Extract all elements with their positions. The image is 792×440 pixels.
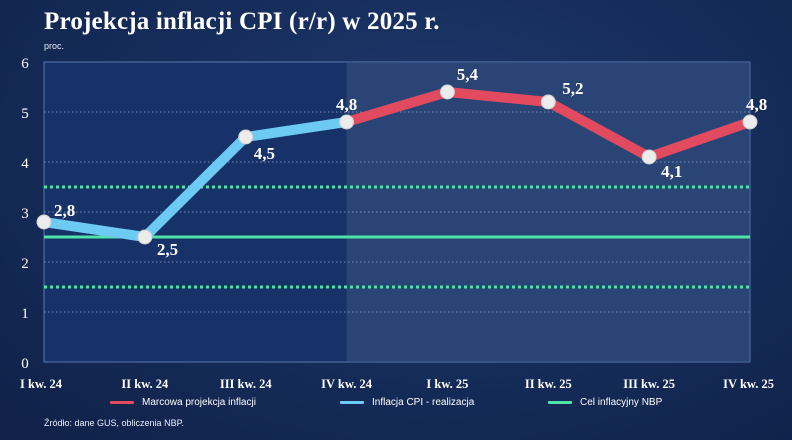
y-tick-label: 4	[21, 156, 29, 172]
data-label: 2,8	[54, 201, 75, 220]
data-point	[137, 229, 153, 245]
legend-label-nbp-target: Cel inflacyjny NBP	[580, 397, 663, 408]
legend-item-realization: Inflacja CPI - realizacja	[340, 397, 474, 408]
legend-item-nbp-target: Cel inflacyjny NBP	[548, 397, 662, 408]
legend-label-projection: Marcowa projekcja inflacji	[142, 397, 256, 408]
legend-swatch-nbp-target	[548, 401, 572, 404]
x-tick-label: III kw. 25	[623, 377, 675, 391]
y-tick-label: 3	[21, 206, 29, 222]
data-point	[439, 84, 455, 100]
legend-swatch-realization	[340, 401, 364, 404]
legend-item-projection: Marcowa projekcja inflacji	[110, 397, 256, 408]
y-tick-label: 2	[21, 256, 29, 272]
x-tick-label: I kw. 25	[426, 377, 468, 391]
x-tick-label: I kw. 24	[20, 377, 63, 391]
legend-label-realization: Inflacja CPI - realizacja	[372, 397, 475, 408]
legend: Marcowa projekcja inflacji Inflacja CPI …	[0, 397, 792, 415]
x-axis-ticks: I kw. 24 II kw. 24 III kw. 24 IV kw. 24 I kw…	[20, 377, 774, 391]
data-point	[742, 114, 758, 130]
data-point	[238, 129, 254, 145]
data-point	[641, 149, 657, 165]
data-label: 5,2	[562, 79, 583, 98]
y-tick-label: 0	[21, 356, 29, 372]
y-tick-label: 1	[21, 306, 29, 322]
legend-swatch-projection	[110, 401, 134, 404]
data-label: 4,8	[336, 95, 357, 114]
y-axis-ticks: 0 1 2 3 4 5 6	[21, 56, 29, 372]
data-points	[36, 84, 758, 245]
reference-lines	[44, 185, 750, 289]
y-axis-unit: proc.	[44, 41, 65, 51]
x-tick-label: II kw. 24	[121, 377, 169, 391]
x-tick-label: IV kw. 24	[321, 377, 373, 391]
data-label: 4,5	[254, 144, 275, 163]
x-tick-label: IV kw. 25	[723, 377, 774, 391]
data-label: 2,5	[157, 240, 178, 259]
data-label: 5,4	[457, 65, 479, 84]
y-tick-label: 6	[21, 56, 29, 72]
chart-title: Projekcja inflacji CPI (r/r) w 2025 r.	[44, 8, 440, 35]
series-line-realization	[39, 117, 352, 242]
data-label: 4,8	[746, 95, 767, 114]
y-tick-label: 5	[21, 106, 29, 122]
source-note: Źródło: dane GUS, obliczenia NBP.	[44, 418, 184, 428]
data-point	[36, 214, 52, 230]
data-labels: 2,8 2,5 4,5 4,8 5,4 5,2 4,1 4,8	[54, 65, 767, 259]
data-label: 4,1	[661, 162, 682, 181]
data-point	[339, 114, 355, 130]
x-tick-label: II kw. 25	[525, 377, 572, 391]
x-tick-label: III kw. 24	[220, 377, 273, 391]
data-point	[540, 94, 556, 110]
